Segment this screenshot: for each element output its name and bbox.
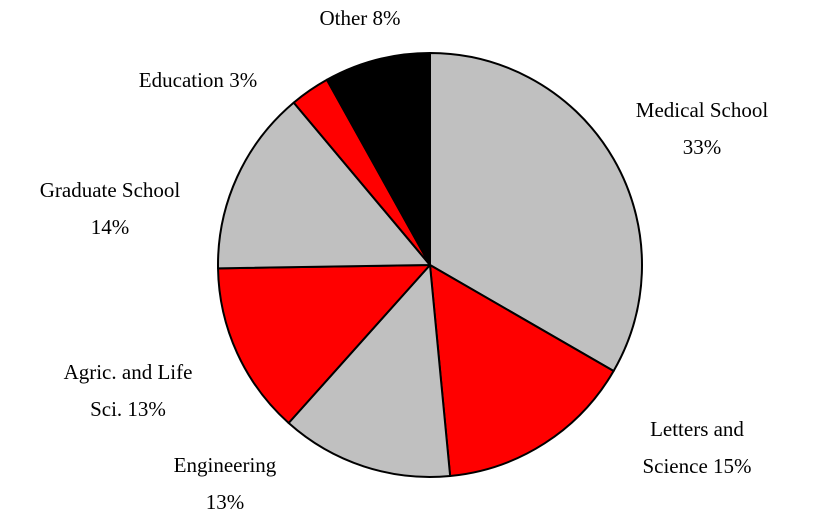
slice-label: Other 8% [290,0,430,37]
category-name: Agric. and Life Sci. [63,360,193,421]
category-name: Letters and Science [642,417,744,478]
pie-slice [429,52,643,372]
pie-slice [287,264,452,478]
category-name: Graduate School [39,178,181,202]
pie-slice [429,264,615,478]
value-label: 13% [205,490,245,514]
pie-slice [217,264,431,424]
category-name: Engineering [173,453,277,477]
value-label: 8% [372,6,401,30]
value-label: 15% [713,454,752,478]
slice-label: Medical School 33% [627,92,777,166]
slice-label: Letters and Science 15% [632,411,762,485]
category-name: Other [319,6,368,30]
category-name: Education [138,68,224,92]
value-label: 33% [682,135,722,159]
value-label: 14% [90,215,130,239]
category-name: Medical School [635,98,769,122]
slice-label: Engineering 13% [160,447,290,521]
pie-slice [217,101,431,270]
pie-slice [325,52,431,266]
slice-label: Education 3% [98,62,298,99]
value-label: 3% [229,68,258,92]
slice-label: Agric. and Life Sci. 13% [53,354,203,428]
value-label: 13% [127,397,166,421]
slice-label: Graduate School 14% [25,172,195,246]
